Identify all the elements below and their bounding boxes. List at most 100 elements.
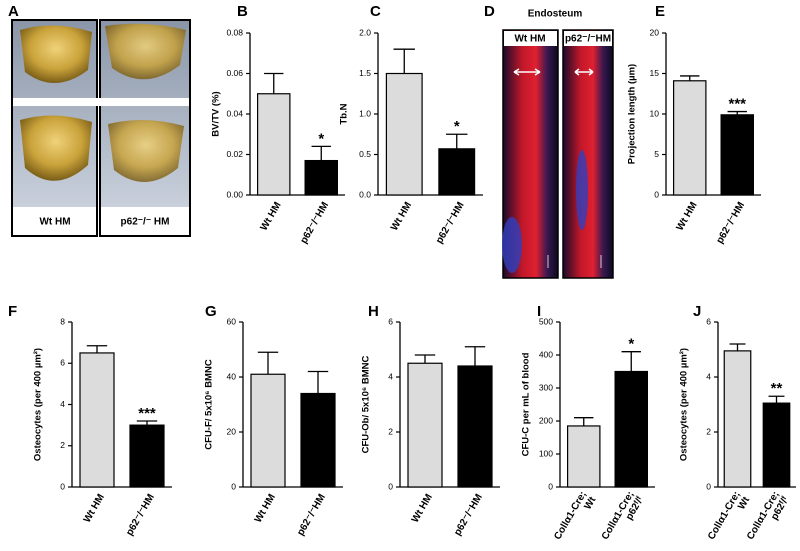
y-axis-title: Osteocytes (per 400 µm²) <box>33 348 44 461</box>
significance: * <box>628 336 634 353</box>
y-tick-label: 20 <box>650 27 660 37</box>
y-axis-title: CFU-Ob/ 5x10⁶ BMNC <box>361 355 372 453</box>
y-tick-label: 15 <box>650 68 660 78</box>
significance: * <box>454 118 460 135</box>
image-frame <box>562 29 614 279</box>
panel-label: E <box>655 3 665 20</box>
x-tick-label: Collα1-Cre; <box>706 490 742 542</box>
y-axis-title: BV/TV (%) <box>211 91 222 136</box>
bone-render <box>105 23 186 80</box>
x-tick-label: Wt HM <box>389 200 414 232</box>
y-tick-label: 0 <box>706 481 711 491</box>
panel-label: B <box>237 3 248 20</box>
error-bar <box>257 351 279 375</box>
panel-label: I <box>537 303 541 320</box>
panel-label: H <box>368 303 379 320</box>
y-tick-label: 20 <box>227 426 237 436</box>
significance: *** <box>728 96 746 113</box>
bar <box>300 392 336 488</box>
bar <box>129 424 165 488</box>
bar <box>614 370 648 488</box>
y-tick-label: 0 <box>231 481 236 491</box>
image-label: Wt HM <box>39 217 70 228</box>
x-tick-label: Collα1-Cre; <box>552 490 588 542</box>
y-tick-label: 300 <box>539 382 553 392</box>
y-tick-label: 2 <box>388 426 393 436</box>
bar <box>566 425 601 488</box>
panel-label: J <box>693 303 701 320</box>
y-tick-label: 100 <box>539 448 553 458</box>
bar <box>385 72 423 196</box>
x-tick-label: p62⁻/⁻HM <box>299 200 332 245</box>
error-bar <box>446 133 468 149</box>
bone-render <box>20 25 92 84</box>
y-tick-label: 1.5 <box>359 68 371 78</box>
y-tick-label: 40 <box>227 371 237 381</box>
error-bar <box>464 346 486 366</box>
error-bar <box>86 345 108 353</box>
error-bar <box>136 420 158 426</box>
y-tick-label: 0 <box>548 481 553 491</box>
x-tick-label: Wt HM <box>675 200 700 232</box>
y-tick-label: 4 <box>60 399 65 409</box>
y-tick-label: 200 <box>539 415 553 425</box>
image-label: p62⁻/⁻ HM <box>121 217 170 228</box>
error-bar <box>680 75 700 81</box>
x-tick-label: Wt HM <box>259 200 284 232</box>
error-bar <box>621 351 641 372</box>
y-tick-label: 0.00 <box>226 189 243 199</box>
bar <box>250 373 286 488</box>
bar <box>762 402 791 488</box>
bar <box>257 93 291 196</box>
y-tick-label: 6 <box>388 316 393 326</box>
arrow <box>513 68 541 76</box>
y-tick-label: 2 <box>706 426 711 436</box>
x-tick-label: Wt HM <box>82 492 107 524</box>
bar <box>304 159 339 196</box>
y-tick-label: 2.0 <box>359 27 371 37</box>
y-tick-label: 0.08 <box>226 27 243 37</box>
significance: *** <box>138 405 156 422</box>
error-bar <box>311 145 331 161</box>
panel-label: C <box>370 3 381 20</box>
image-label-bg <box>564 31 612 46</box>
y-tick-label: 0.0 <box>359 189 371 199</box>
x-tick-label: p62⁻/⁻HM <box>452 492 485 537</box>
y-tick-label: 0.5 <box>359 149 371 159</box>
x-tick-label: Wt HM <box>253 492 278 524</box>
bar <box>672 80 707 196</box>
y-tick-label: 500 <box>539 316 553 326</box>
y-tick-label: 0 <box>388 481 393 491</box>
y-tick-label: 8 <box>60 316 65 326</box>
y-tick-label: 0.04 <box>226 108 243 118</box>
bar <box>79 352 115 488</box>
x-tick-label: Wt HM <box>410 492 435 524</box>
bar <box>457 365 493 488</box>
error-bar <box>768 395 785 404</box>
significance: ** <box>771 380 783 397</box>
y-tick-label: 4 <box>706 371 711 381</box>
error-bar <box>727 110 747 115</box>
nuclei <box>576 150 588 230</box>
image-title: Endosteum <box>528 9 583 20</box>
bone-render <box>20 115 92 181</box>
y-axis-title: CFU-F/ 5x10⁶ BMNC <box>204 359 215 450</box>
nuclei <box>502 217 522 273</box>
panel-label: A <box>8 3 19 20</box>
y-tick-label: 10 <box>650 108 660 118</box>
y-tick-label: 0 <box>654 189 659 199</box>
panel-label: F <box>8 303 17 320</box>
x-tick-label: p62⁻/⁻HM <box>124 492 157 537</box>
image-label-bg <box>504 31 557 46</box>
x-tick-label: p62⁻/⁻HM <box>715 200 748 245</box>
x-tick-label: p62⁻/⁻HM <box>295 492 328 537</box>
image-label: p62⁻/⁻HM <box>565 34 611 45</box>
error-bar <box>729 343 746 351</box>
error-bar <box>307 370 329 394</box>
y-axis-title: CFU-C per mL of blood <box>521 352 532 456</box>
y-tick-label: 0.02 <box>226 149 243 159</box>
arrow <box>574 68 594 76</box>
bar <box>723 350 752 488</box>
y-tick-label: 5 <box>654 149 659 159</box>
error-bar <box>414 354 436 364</box>
